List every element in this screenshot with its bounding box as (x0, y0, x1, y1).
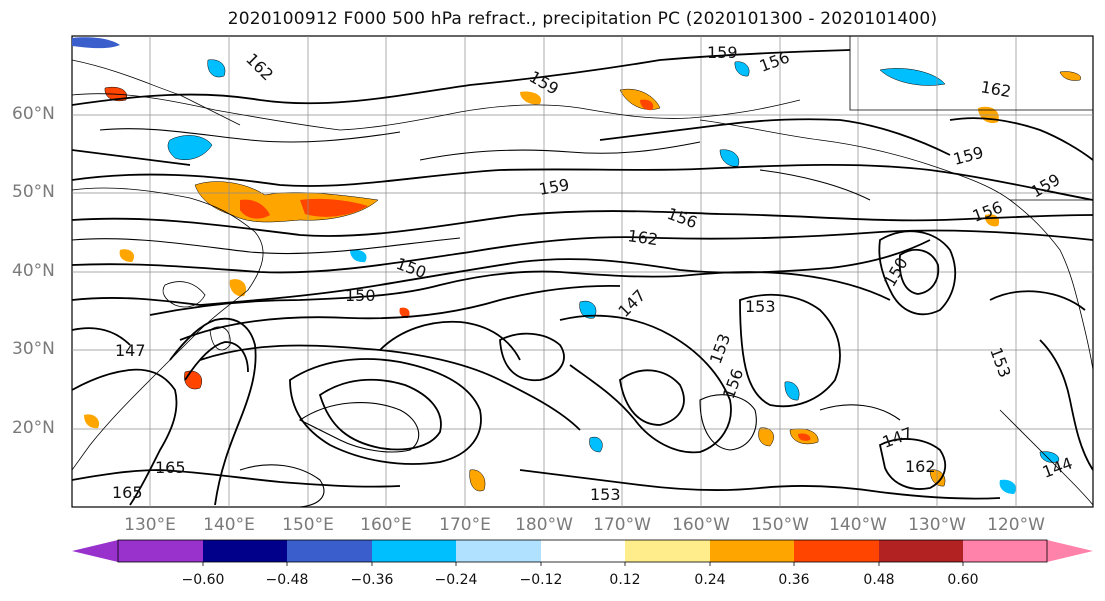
colorbar-tick-label: 0.24 (694, 572, 726, 588)
lat-label: 30°N (12, 339, 55, 359)
refractivity-contours (72, 49, 1093, 506)
lon-label: 170°W (593, 515, 651, 535)
colorbar-tick-label: 0.48 (863, 572, 895, 588)
map-frame (71, 35, 1094, 508)
lon-label: 130°W (908, 515, 966, 535)
contour-label: 162 (626, 226, 659, 249)
colorbar-tick-label: 0.36 (778, 572, 810, 588)
lat-label: 50°N (12, 182, 55, 202)
coastlines (72, 36, 1093, 506)
lon-label: 140°E (203, 515, 255, 535)
lon-label: 150°W (751, 515, 809, 535)
contour-label: 165 (112, 483, 143, 502)
colorbar-tick-label: −0.48 (265, 572, 309, 588)
contour-label: 162 (905, 457, 936, 476)
colorbar-cell (625, 540, 710, 562)
contour-label: 153 (745, 297, 776, 316)
contour-label: 165 (155, 458, 186, 477)
lon-label: 140°W (829, 515, 887, 535)
colorbar-tick-label: −0.24 (434, 572, 478, 588)
lat-label: 40°N (12, 261, 55, 281)
lat-label: 20°N (12, 418, 55, 438)
contour-label: 150 (345, 286, 376, 305)
colorbar-cell (794, 540, 879, 562)
colorbar-tick-label: −0.60 (181, 572, 225, 588)
colorbar-cell (710, 540, 794, 562)
colorbar-left-extension (72, 540, 118, 562)
lon-label: 170°E (439, 515, 491, 535)
colorbar-cell (541, 540, 625, 562)
lat-label: 60°N (12, 104, 55, 124)
lon-label: 120°W (987, 515, 1045, 535)
contour-label: 159 (707, 43, 738, 62)
lon-label: 160°W (672, 515, 730, 535)
colorbar-outline (117, 539, 1048, 563)
graticule (72, 36, 1093, 507)
lon-label: 180°W (515, 515, 573, 535)
colorbar (72, 539, 1093, 566)
colorbar-cell (287, 540, 372, 562)
colorbar-cell (456, 540, 541, 562)
colorbar-tick-label: −0.36 (350, 572, 394, 588)
colorbar-tick-label: 0.12 (609, 572, 641, 588)
colorbar-cell (203, 540, 287, 562)
colorbar-cell (118, 540, 203, 562)
thin-contours (72, 128, 901, 507)
contour-label: 147 (115, 341, 146, 360)
map-title: 2020100912 F000 500 hPa refract., precip… (227, 9, 938, 29)
precip-patches (72, 37, 1082, 494)
colorbar-cell (372, 540, 456, 562)
colorbar-tick-label: −0.12 (519, 572, 563, 588)
lon-label: 150°E (282, 515, 334, 535)
colorbar-tick-label: 0.60 (947, 572, 979, 588)
colorbar-right-extension (1047, 540, 1093, 562)
contour-label: 153 (590, 485, 621, 504)
colorbar-cell (879, 540, 963, 562)
lon-label: 160°E (360, 515, 412, 535)
lon-label: 130°E (124, 515, 176, 535)
colorbar-cell (963, 540, 1047, 562)
